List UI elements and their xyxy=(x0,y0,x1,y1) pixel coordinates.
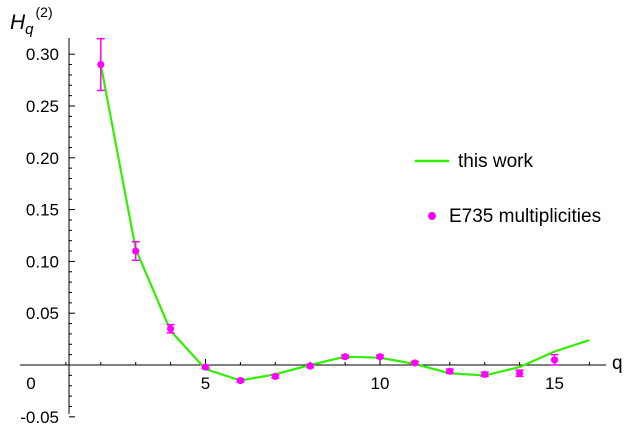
x-tick-label: 15 xyxy=(545,374,564,393)
data-point-e735 xyxy=(271,372,279,380)
y-axis-label: Hq(2) xyxy=(10,4,53,38)
data-point-e735 xyxy=(201,363,210,371)
legend-label-this-work: this work xyxy=(458,151,533,172)
x-tick-label: 10 xyxy=(371,374,390,393)
y-tick-label: 0.10 xyxy=(26,252,59,271)
data-point-e735 xyxy=(236,376,244,385)
y-tick-label: 0.25 xyxy=(26,97,59,116)
x-axis-label: q xyxy=(612,353,623,374)
x-tick-label: 5 xyxy=(201,374,210,393)
data-point-e735 xyxy=(481,370,489,378)
data-point-e735 xyxy=(550,356,559,364)
series-layer xyxy=(96,37,590,385)
y-tick-label: 0.15 xyxy=(26,201,59,220)
y-tick-label: 0.20 xyxy=(26,149,59,168)
data-point-e735 xyxy=(411,359,419,367)
data-point-e735 xyxy=(446,367,454,375)
legend: this work E735 multiplicities xyxy=(415,151,601,227)
data-point-e735 xyxy=(516,369,524,377)
y-tick-label: 0.30 xyxy=(26,45,59,64)
data-point-e735 xyxy=(97,60,105,69)
y-axis-label-main: H xyxy=(10,11,26,34)
data-point-e735 xyxy=(376,353,384,361)
legend-marker-swatch xyxy=(428,212,436,220)
y-tick-label: 0.05 xyxy=(26,304,59,323)
y-tick-label: -0.05 xyxy=(20,408,59,424)
data-point-e735 xyxy=(306,362,314,370)
data-point-e735 xyxy=(341,353,349,361)
data-point-e735 xyxy=(132,247,140,255)
x-ticks: 0 5 10 15 xyxy=(26,359,590,393)
legend-label-e735: E735 multiplicities xyxy=(449,206,601,227)
y-axis-label-sup: (2) xyxy=(36,4,53,20)
y-axis-label-sub: q xyxy=(25,21,34,38)
y-ticks: -0.05 0.05 0.10 0.15 0.20 0.25 0.30 xyxy=(20,45,75,424)
x-tick-label: 0 xyxy=(26,374,35,393)
data-point-e735 xyxy=(167,325,175,333)
